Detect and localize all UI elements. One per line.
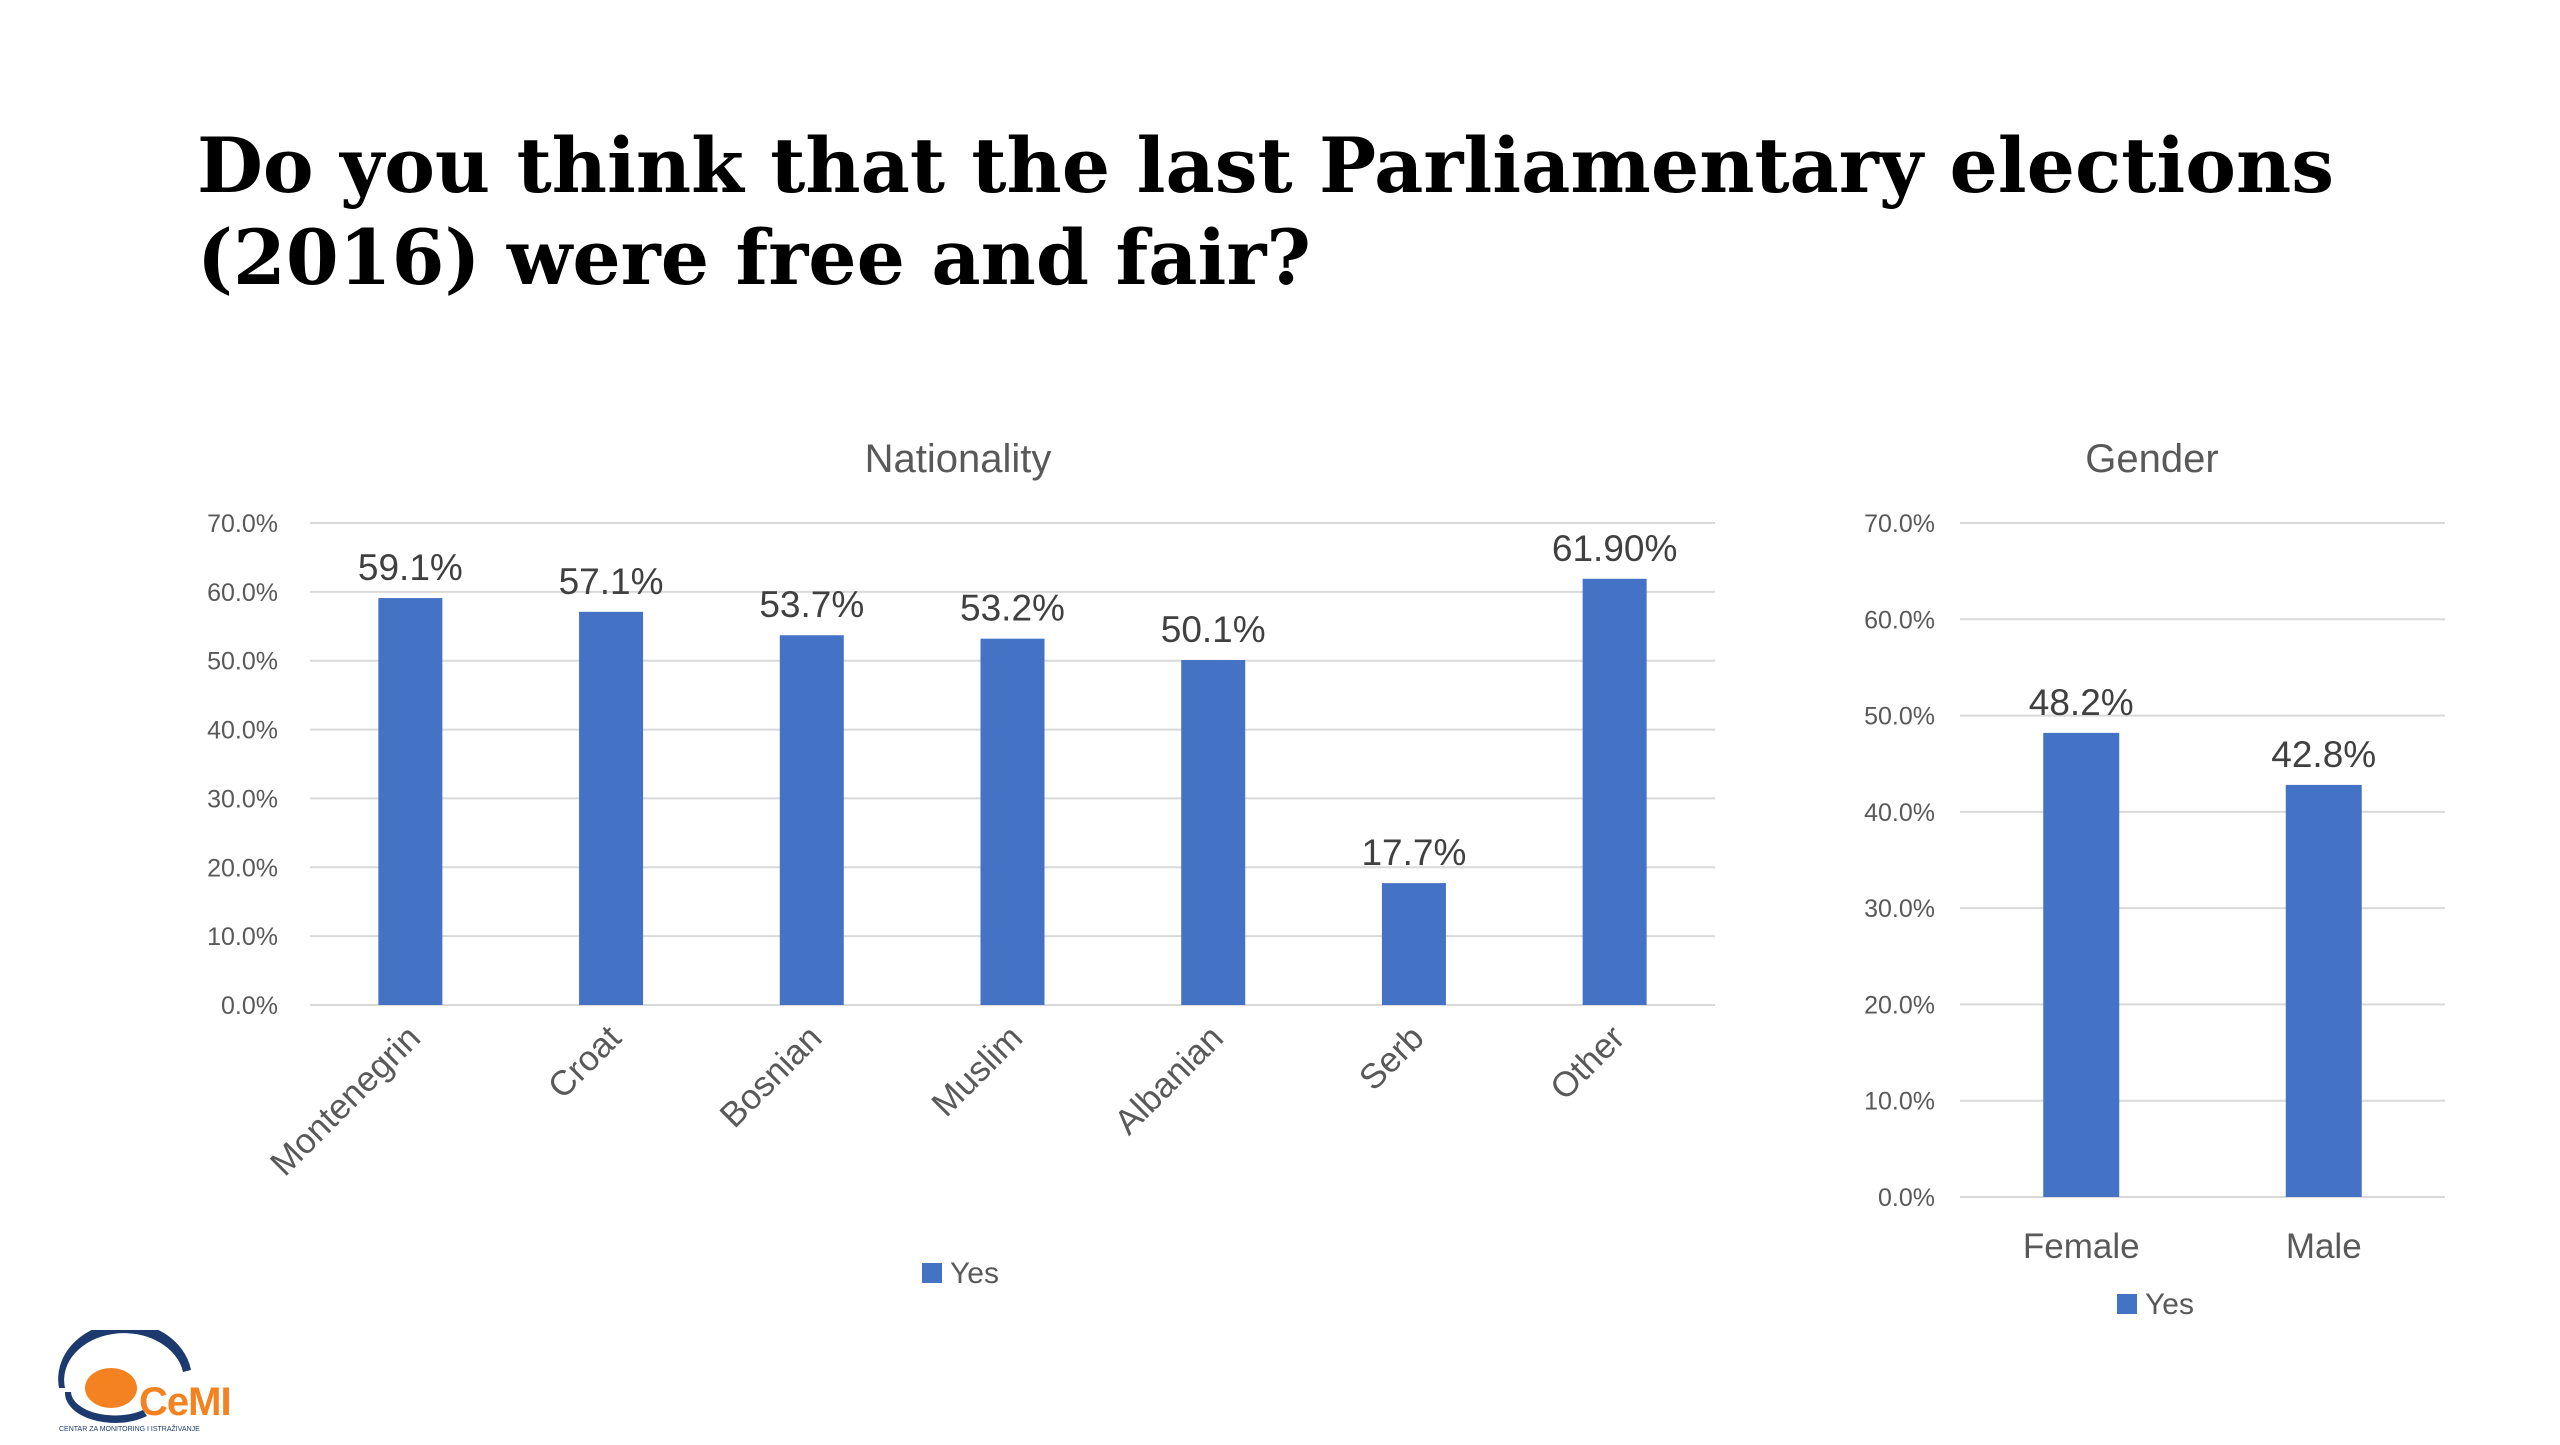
data-label: 57.1% xyxy=(559,561,664,602)
chart-title: Gender xyxy=(2085,437,2218,481)
bar xyxy=(2043,732,2120,1197)
data-label: 17.7% xyxy=(1361,832,1466,873)
bar xyxy=(378,598,443,1005)
bar xyxy=(2285,784,2362,1197)
legend-label: Yes xyxy=(950,1257,999,1290)
legend-swatch xyxy=(2117,1294,2137,1314)
y-tick-label: 70.0% xyxy=(1864,510,1935,538)
bar xyxy=(1181,660,1246,1005)
y-tick-label: 10.0% xyxy=(1864,1088,1935,1116)
y-tick-label: 10.0% xyxy=(207,923,278,951)
data-label: 53.7% xyxy=(759,584,864,625)
y-tick-label: 30.0% xyxy=(1864,895,1935,923)
category-label: Male xyxy=(2286,1227,2362,1266)
y-tick-label: 20.0% xyxy=(207,854,278,882)
bar xyxy=(1381,883,1446,1005)
slide-title: Do you think that the last Parliamentary… xyxy=(197,121,2335,302)
data-label: 48.2% xyxy=(2029,682,2134,723)
y-tick-label: 40.0% xyxy=(1864,799,1935,827)
legend-swatch xyxy=(922,1263,942,1283)
y-tick-label: 70.0% xyxy=(207,510,278,538)
category-label: Albanian xyxy=(1107,1018,1231,1142)
category-label: Montenegrin xyxy=(263,1018,428,1183)
y-tick-label: 30.0% xyxy=(207,785,278,813)
data-label: 53.2% xyxy=(960,588,1065,629)
legend-label: Yes xyxy=(2145,1288,2194,1321)
gender-chart: Gender 0.0% 10.0% 20.0% 30.0% 40.0% 50.0% 60.0%… xyxy=(1864,437,2445,1321)
category-label: Croat xyxy=(541,1018,629,1106)
y-tick-label: 60.0% xyxy=(1864,606,1935,634)
y-tick-label: 20.0% xyxy=(1864,991,1935,1019)
data-label: 59.1% xyxy=(358,547,463,588)
chart-title: Nationality xyxy=(865,437,1052,481)
logo-subtitle: CENTAR ZA MONITORING I ISTRAŽIVANJE xyxy=(59,1426,200,1433)
data-label: 61.90% xyxy=(1552,528,1678,569)
y-tick-label: 50.0% xyxy=(1864,703,1935,731)
data-label: 42.8% xyxy=(2271,734,2376,775)
category-label: Serb xyxy=(1352,1018,1432,1098)
data-label: 50.1% xyxy=(1161,609,1266,650)
y-tick-label: 40.0% xyxy=(207,717,278,745)
nationality-chart: Nationality 0.0% 10.0% 20.0% 30.0% 40.0% 50.0%… xyxy=(207,437,1715,1290)
category-label: Muslim xyxy=(924,1018,1030,1124)
category-label: Other xyxy=(1543,1018,1633,1108)
logo-wordmark: CeMI xyxy=(139,1380,232,1424)
category-label: Female xyxy=(2023,1227,2140,1266)
bar xyxy=(779,635,844,1005)
y-tick-label: 0.0% xyxy=(221,992,278,1020)
bar xyxy=(579,611,644,1005)
bar xyxy=(980,638,1045,1005)
cemi-logo: CeMI CENTAR ZA MONITORING I ISTRAŽIVANJE xyxy=(55,1322,240,1440)
cemi-logo-mark xyxy=(58,1322,191,1423)
y-tick-label: 60.0% xyxy=(207,579,278,607)
y-tick-label: 0.0% xyxy=(1878,1184,1935,1212)
y-tick-label: 50.0% xyxy=(207,648,278,676)
bar xyxy=(1582,578,1647,1005)
category-label: Bosnian xyxy=(712,1018,829,1135)
